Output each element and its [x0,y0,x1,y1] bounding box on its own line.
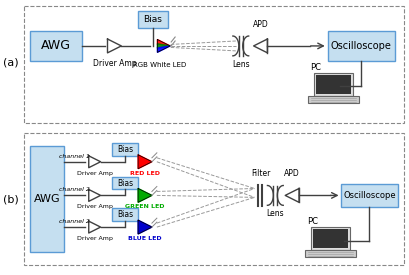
FancyBboxPatch shape [312,229,347,248]
FancyBboxPatch shape [314,73,352,96]
Text: Bias: Bias [117,210,133,219]
Text: BLUE LED: BLUE LED [128,236,162,241]
FancyBboxPatch shape [315,75,350,94]
FancyBboxPatch shape [112,177,138,189]
Text: RGB White LED: RGB White LED [133,62,186,68]
Text: AWG: AWG [41,39,71,53]
Text: APD: APD [283,169,299,178]
Text: GREEN LED: GREEN LED [125,204,164,209]
Polygon shape [157,46,170,52]
Text: Lens: Lens [231,60,249,69]
FancyBboxPatch shape [327,31,394,61]
FancyBboxPatch shape [138,11,167,28]
Text: channel 2: channel 2 [59,188,90,192]
Polygon shape [138,155,152,169]
Text: PC: PC [307,217,317,226]
Text: Lens: Lens [266,209,283,218]
Text: PC: PC [310,63,321,72]
Text: AWG: AWG [34,194,61,204]
Text: Oscilloscope: Oscilloscope [342,191,395,200]
Text: (b): (b) [3,194,18,204]
Polygon shape [253,39,267,53]
Polygon shape [285,188,298,202]
Text: APD: APD [252,20,268,29]
Bar [24,133,403,265]
Text: Driver Amp: Driver Amp [76,204,112,209]
Text: Driver Amp: Driver Amp [92,59,136,68]
Text: Driver Amp: Driver Amp [76,236,112,241]
Text: Driver Amp: Driver Amp [76,171,112,176]
Polygon shape [157,40,170,46]
FancyBboxPatch shape [310,227,349,250]
Text: Bias: Bias [117,178,133,188]
Bar [24,6,403,123]
FancyBboxPatch shape [30,31,82,61]
FancyBboxPatch shape [30,146,64,252]
Text: Filter: Filter [250,169,270,178]
Text: Bias: Bias [117,145,133,154]
Polygon shape [138,188,152,202]
Text: Bias: Bias [143,15,162,24]
Text: (a): (a) [3,58,18,68]
FancyBboxPatch shape [307,96,358,103]
FancyBboxPatch shape [304,250,355,257]
Text: channel 2: channel 2 [59,219,90,224]
Text: Oscilloscope: Oscilloscope [330,41,391,51]
FancyBboxPatch shape [112,208,138,221]
Polygon shape [157,44,170,48]
FancyBboxPatch shape [341,183,397,207]
Polygon shape [138,220,152,234]
FancyBboxPatch shape [112,143,138,156]
Polygon shape [157,40,170,52]
Text: channel 1: channel 1 [59,154,90,159]
Text: RED LED: RED LED [130,171,160,176]
